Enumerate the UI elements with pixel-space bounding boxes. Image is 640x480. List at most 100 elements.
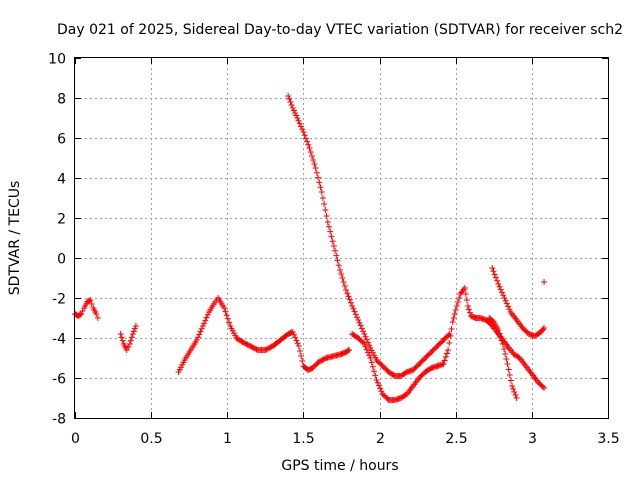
data-point [221,305,228,311]
data-point [541,325,548,331]
data-point [300,129,307,135]
data-point [366,342,373,349]
data-point [506,372,513,378]
data-point [499,341,506,347]
y-tick-label: 8 [57,92,66,108]
y-tick-label: 10 [48,52,66,68]
data-point [253,346,260,353]
data-point [322,355,329,362]
data-point [340,279,347,285]
plot-frame [74,57,609,419]
data-point [352,311,359,318]
data-point [310,157,317,163]
data-point [292,334,299,341]
data-point [540,326,547,333]
data-point [289,329,296,335]
data-point [492,274,499,281]
data-point [298,353,305,359]
data-point [367,355,374,361]
data-point [249,344,256,351]
data-point [266,345,273,351]
data-point [332,247,339,254]
data-point [539,383,546,390]
data-point [360,339,367,346]
data-point [506,306,513,313]
data-point [319,195,326,201]
data-point [495,327,502,333]
data-point [362,333,369,340]
data-point [368,359,375,366]
data-point [197,328,204,335]
data-point [345,347,352,354]
data-point [222,308,229,315]
data-point [308,153,315,159]
data-point [316,179,323,186]
data-point [306,145,313,151]
data-point [294,340,301,347]
data-point [442,354,449,360]
y-tick-label: 4 [57,172,66,188]
data-point [341,283,348,289]
data-point [448,326,455,332]
data-point [324,219,331,225]
data-point [201,320,208,327]
x-axis-ticks: 0 0.5 1 1.5 2 2.5 3 3.5 [71,58,620,447]
data-point [339,275,346,281]
data-point [334,257,341,264]
data-point [358,325,365,332]
data-point [501,295,508,301]
data-point [371,368,378,375]
data-point [317,184,324,191]
data-point [451,311,458,317]
data-point [503,356,510,362]
data-point [338,271,345,277]
data-point [242,340,249,347]
data-point [247,343,254,349]
data-point [336,267,343,273]
data-point [307,149,314,155]
data-point [319,357,326,363]
data-point [299,358,306,364]
data-point [462,291,469,297]
data-point [224,315,231,322]
data-point [77,311,84,318]
data-point [491,271,498,278]
data-point [244,341,251,348]
data-point [499,289,506,296]
data-point [350,305,357,312]
data-point [360,328,367,335]
data-point [345,293,352,300]
y-axis-ticks: -8 -6 -4 -2 0 2 4 6 8 10 [48,52,608,428]
data-point [297,123,304,130]
data-point [199,323,206,329]
data-point [356,319,363,326]
x-tick-label: 3.5 [597,431,619,447]
data-point [87,297,94,303]
data-point [132,323,139,329]
data-point [86,297,93,304]
data-point [301,132,308,139]
x-tick-label: 3 [528,431,537,447]
data-point [366,352,373,359]
data-point [204,311,211,318]
data-point [361,341,368,347]
y-tick-label: 2 [57,212,66,228]
data-point [203,314,210,321]
data-point [329,238,336,245]
data-point [497,334,504,340]
data-point [494,277,501,284]
x-tick-label: 0.5 [140,431,162,447]
y-tick-label: -8 [52,412,66,428]
data-point [297,348,304,354]
x-tick-label: 1.5 [292,431,314,447]
data-point [131,325,138,332]
data-point [373,377,380,383]
data-point [466,309,473,316]
x-tick-label: 0 [71,431,80,447]
data-point [489,265,496,271]
data-point [198,325,205,332]
x-tick-label: 1 [223,431,232,447]
data-point [302,135,309,142]
data-point [440,361,447,367]
data-point [343,287,350,293]
